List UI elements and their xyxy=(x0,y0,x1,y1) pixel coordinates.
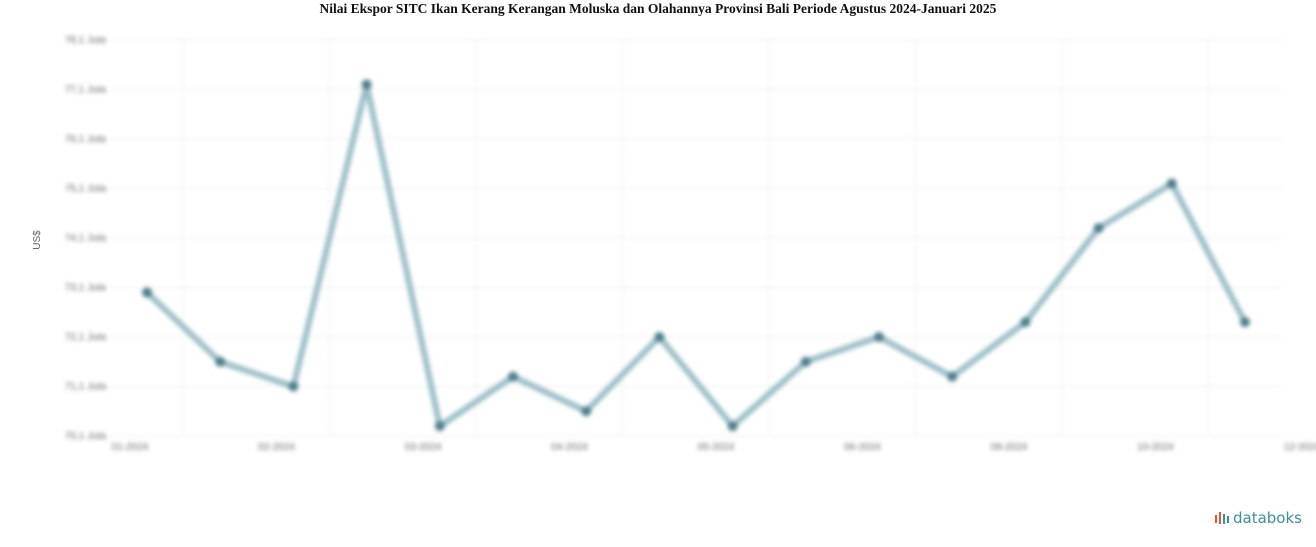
series xyxy=(142,79,1250,432)
data-point xyxy=(1166,178,1177,189)
y-tick-label: 73,1 Juta xyxy=(65,283,107,294)
y-tick-label: 72,1 Juta xyxy=(65,332,107,343)
y-tick-label: 74,1 Juta xyxy=(65,233,107,244)
x-tick-label: 01-2024 xyxy=(112,442,149,453)
data-point xyxy=(800,356,811,367)
y-tick-label: 77,1 Juta xyxy=(65,85,107,96)
x-tick-label: 04-2024 xyxy=(551,442,588,453)
data-point xyxy=(142,287,152,298)
data-point xyxy=(215,356,226,367)
x-tick-label: 03-2024 xyxy=(405,442,442,453)
y-tick-label: 75,1 Juta xyxy=(65,184,107,195)
chart-title: Nilai Ekspor SITC Ikan Kerang Kerangan M… xyxy=(319,1,997,16)
data-point xyxy=(361,79,372,90)
y-tick-label: 76,1 Juta xyxy=(65,134,107,145)
data-point xyxy=(1240,317,1250,328)
data-point xyxy=(508,371,518,382)
data-point xyxy=(434,421,445,432)
data-point xyxy=(874,332,884,342)
x-tick-label: 02-2024 xyxy=(258,442,295,453)
x-tick-label: 10-2024 xyxy=(1137,442,1174,453)
brand-name: databoks xyxy=(1233,509,1302,527)
data-point xyxy=(288,381,299,392)
databoks-logo: databoks xyxy=(1214,509,1302,527)
data-point xyxy=(727,421,738,432)
data-point xyxy=(1020,317,1031,328)
y-tick-label: 70,1 Juta xyxy=(65,431,107,442)
y-tick-label: 78,1 Juta xyxy=(65,35,107,46)
y-tick-label: 71,1 Juta xyxy=(65,382,107,393)
y-axis-label: US$ xyxy=(32,230,43,250)
x-tick-label: 12-2024 xyxy=(1284,442,1316,453)
data-point xyxy=(654,332,665,342)
x-tick-label: 05-2024 xyxy=(698,442,735,453)
x-tick-label: 08-2024 xyxy=(991,442,1028,453)
x-tick-label: 06-2024 xyxy=(844,442,881,453)
x-axis: 01-2024 02-2024 03-2024 04-2024 05-2024 06-20… xyxy=(112,442,1316,453)
data-point xyxy=(1093,223,1104,234)
databoks-bars-icon xyxy=(1215,512,1229,524)
data-point xyxy=(581,406,592,417)
y-axis: 70,1 Juta 71,1 Juta 72,1 Juta 73,1 Juta 74,1… xyxy=(65,35,107,442)
data-point xyxy=(947,371,958,382)
grid xyxy=(110,39,1280,437)
series-line xyxy=(144,81,1248,430)
